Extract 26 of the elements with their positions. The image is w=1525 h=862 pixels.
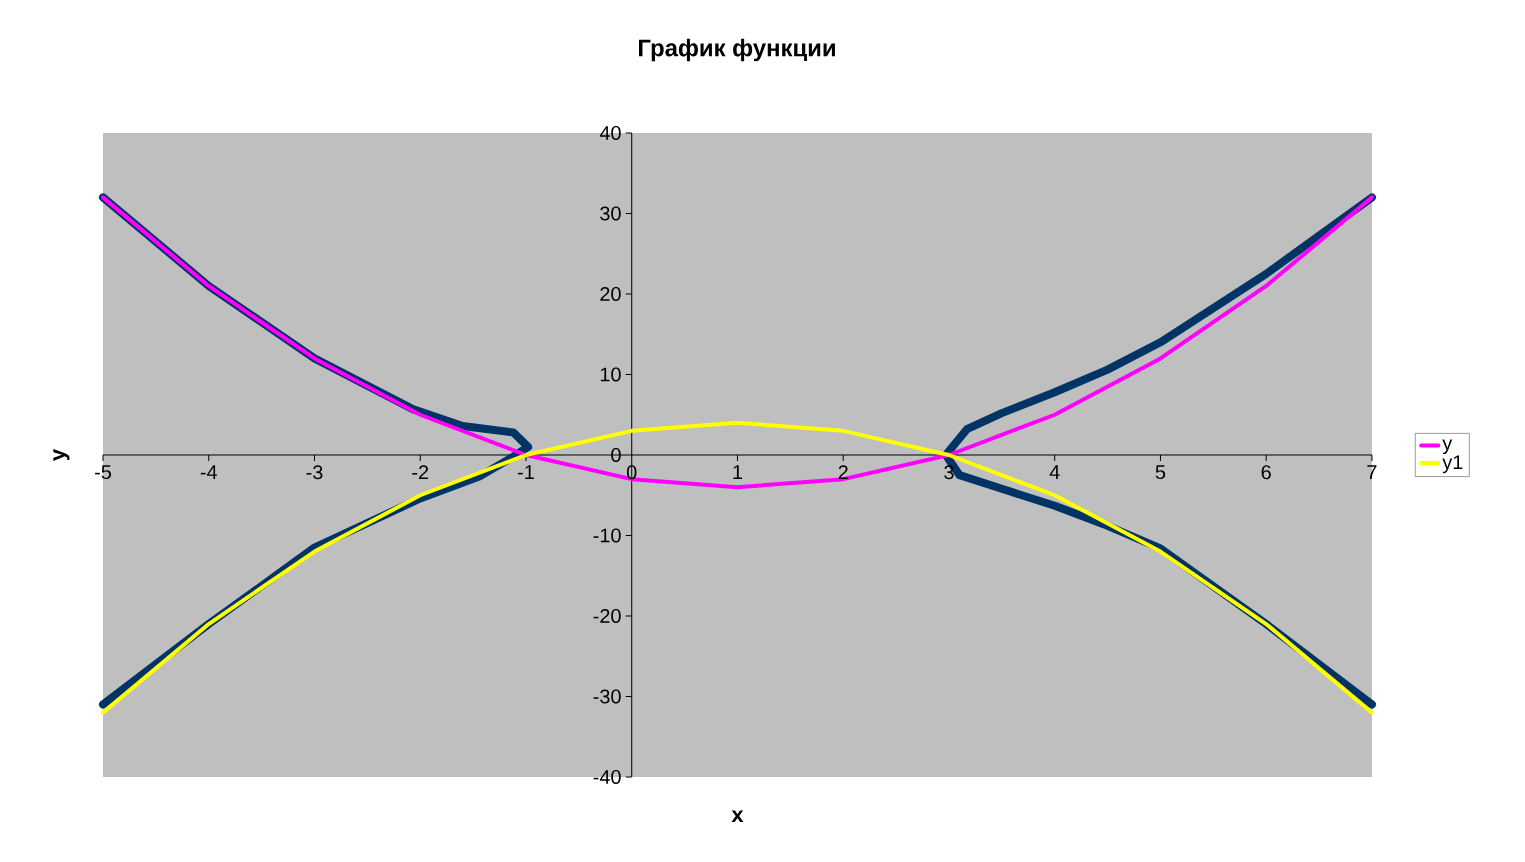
legend-label: y (1442, 439, 1453, 455)
y-tick-label: 10 (600, 367, 621, 382)
x-tick-label: 5 (1155, 465, 1166, 480)
y-tick-label: -40 (593, 769, 621, 785)
y-tick-label: -10 (593, 528, 621, 543)
y-axis-title: y (53, 449, 70, 461)
chart-title: График функции (639, 38, 835, 62)
x-tick-label: -4 (200, 465, 218, 479)
x-axis-title: x (731, 810, 744, 823)
legend-label: y1 (1442, 455, 1463, 474)
x-tick-label: 3 (944, 465, 954, 480)
x-tick-label: -2 (412, 465, 429, 480)
x-tick-label: 2 (838, 465, 848, 480)
y-tick-label: 40 (599, 125, 621, 141)
y-tick-label: 30 (600, 206, 621, 221)
y-tick-label: 0 (611, 447, 621, 463)
x-tick-label: -3 (306, 465, 323, 480)
x-tick-label: 1 (733, 465, 743, 479)
x-tick-label: 7 (1367, 465, 1377, 479)
x-tick-label: 4 (1049, 465, 1060, 479)
y-tick-label: 20 (600, 286, 621, 302)
x-tick-label: 6 (1261, 465, 1271, 480)
x-tick-label: -1 (518, 465, 534, 479)
y-tick-label: -20 (593, 608, 621, 624)
y-tick-label: -30 (593, 689, 621, 704)
x-tick-label: -5 (95, 465, 112, 480)
